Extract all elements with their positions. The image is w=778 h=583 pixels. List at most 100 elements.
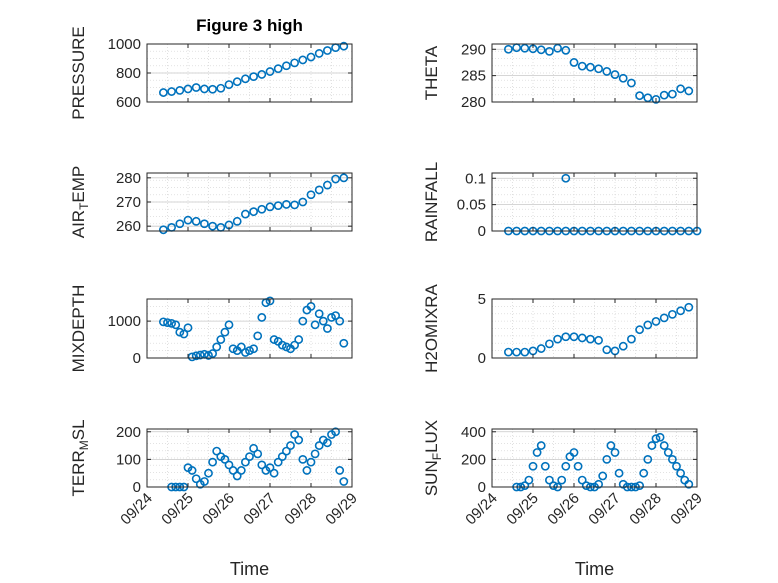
data-point bbox=[322, 180, 332, 190]
data-point bbox=[245, 452, 254, 462]
data-point bbox=[216, 335, 226, 344]
data-point bbox=[635, 325, 644, 335]
axes-box bbox=[146, 428, 353, 488]
data-point bbox=[561, 45, 571, 55]
y-tick-label: 1000 bbox=[108, 36, 141, 53]
data-point bbox=[216, 83, 226, 93]
data-point bbox=[577, 475, 587, 485]
x-tick-label: 09/25 bbox=[503, 490, 542, 529]
x-tick-label: 09/27 bbox=[585, 490, 624, 529]
data-point bbox=[265, 67, 275, 76]
y-axis-label: TERRMSL bbox=[69, 419, 91, 496]
data-point bbox=[643, 93, 653, 103]
data-point bbox=[269, 335, 279, 344]
x-tick-label: 09/26 bbox=[199, 490, 238, 529]
data-point bbox=[265, 463, 275, 473]
data-point bbox=[545, 475, 554, 485]
data-point bbox=[269, 468, 279, 478]
data-point bbox=[306, 457, 316, 467]
subplot-6: 0 5 H2OMIXRA bbox=[422, 283, 698, 373]
x-tick-label: 09/28 bbox=[281, 490, 320, 529]
data-point bbox=[598, 471, 608, 481]
y-tick-label: 290 bbox=[461, 41, 486, 58]
data-point bbox=[322, 46, 332, 55]
data-point bbox=[183, 84, 193, 94]
data-point bbox=[635, 91, 644, 101]
data-point bbox=[651, 94, 661, 104]
data-point bbox=[175, 219, 185, 229]
data-point bbox=[277, 340, 287, 350]
x-tick-label: 09/29 bbox=[667, 490, 706, 529]
y-axis-label-part: PRESSURE bbox=[69, 26, 88, 120]
data-point bbox=[668, 89, 677, 99]
data-point bbox=[643, 320, 653, 330]
y-tick-label: 260 bbox=[116, 218, 141, 235]
data-point bbox=[536, 45, 546, 55]
data-point bbox=[290, 340, 299, 350]
data-series bbox=[158, 173, 349, 235]
x-tick-label: 09/25 bbox=[158, 490, 197, 529]
data-point bbox=[314, 49, 324, 58]
data-point bbox=[273, 201, 283, 211]
data-point bbox=[224, 320, 234, 330]
axes-box bbox=[491, 172, 698, 232]
data-point bbox=[179, 329, 189, 339]
y-axis-label-part: F bbox=[430, 453, 444, 460]
y-tick-label: 0 bbox=[478, 479, 486, 496]
chart-title: Figure 3 high bbox=[196, 16, 303, 35]
data-point bbox=[281, 200, 291, 209]
data-point bbox=[273, 64, 283, 74]
data-point bbox=[167, 318, 176, 328]
data-point bbox=[318, 316, 328, 326]
data-point bbox=[520, 347, 530, 357]
data-point bbox=[158, 317, 168, 327]
data-point bbox=[195, 350, 205, 360]
data-point bbox=[158, 88, 168, 97]
data-point bbox=[191, 351, 201, 361]
data-point bbox=[294, 435, 304, 445]
data-point bbox=[610, 448, 620, 457]
data-point bbox=[249, 443, 258, 453]
subplot-5: 0 1000 MIXDEPTH bbox=[69, 285, 353, 372]
data-point bbox=[676, 84, 685, 94]
axes-box bbox=[491, 298, 698, 359]
data-point bbox=[228, 466, 238, 475]
y-tick-label: 800 bbox=[116, 65, 141, 82]
y-tick-label: 400 bbox=[461, 424, 486, 441]
data-point bbox=[655, 432, 665, 442]
x-tick-label: 09/27 bbox=[240, 490, 279, 529]
data-point bbox=[684, 302, 694, 312]
y-tick-label: 0 bbox=[478, 350, 486, 367]
data-point bbox=[684, 479, 694, 489]
y-axis-label: H2OMIXRA bbox=[422, 283, 441, 372]
y-tick-label: 0.1 bbox=[465, 170, 486, 187]
data-point bbox=[298, 55, 308, 65]
data-point bbox=[240, 209, 250, 219]
y-axis-label: SUNFLUX bbox=[422, 420, 444, 496]
data-point bbox=[581, 481, 591, 491]
data-point bbox=[298, 454, 308, 464]
data-point bbox=[199, 219, 209, 229]
data-point bbox=[594, 479, 603, 489]
subplot-1: 600 800 1000 PRESSURE Figure 3 high bbox=[69, 16, 353, 120]
data-point bbox=[331, 427, 340, 437]
y-axis-label-part: H2OMIXRA bbox=[422, 283, 441, 372]
data-point bbox=[281, 446, 291, 456]
data-point bbox=[220, 454, 230, 464]
data-point bbox=[577, 61, 587, 71]
y-axis-label-part: AIR bbox=[69, 210, 88, 238]
data-point bbox=[183, 323, 193, 333]
data-point bbox=[306, 52, 316, 62]
data-point bbox=[586, 334, 595, 344]
data-point bbox=[602, 454, 612, 464]
data-point bbox=[553, 334, 562, 344]
data-point bbox=[281, 342, 291, 352]
data-point bbox=[265, 202, 275, 212]
data-point bbox=[672, 461, 681, 471]
y-tick-label: 600 bbox=[116, 94, 141, 111]
data-point bbox=[659, 313, 669, 323]
data-point bbox=[245, 346, 254, 356]
data-series bbox=[512, 432, 694, 492]
